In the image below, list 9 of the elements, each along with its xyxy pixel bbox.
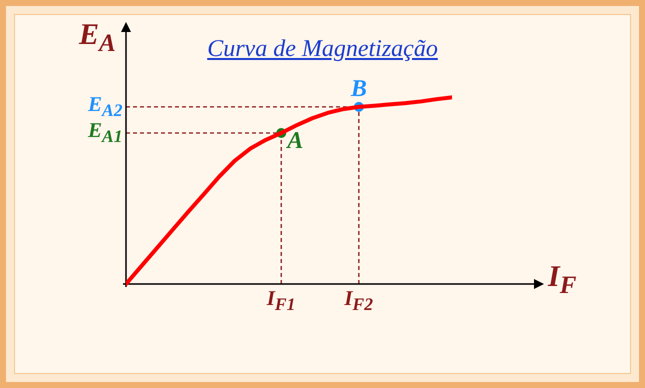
x-axis-title: I$_{F}$ xyxy=(548,260,576,299)
x-tick-label: I$_{F1}$ xyxy=(266,286,296,314)
x-tick-label: I$_{F2}$ xyxy=(344,286,373,314)
y-axis-title: E$_{A}$ xyxy=(79,18,116,57)
ref-line-label: E$_{A1}$ xyxy=(88,118,122,146)
ref-line-label: E$_{A2}$ xyxy=(88,92,122,120)
chart-title: Curva de Magnetização xyxy=(207,36,438,62)
annotation: A xyxy=(287,128,304,154)
annotation: B xyxy=(350,76,367,102)
